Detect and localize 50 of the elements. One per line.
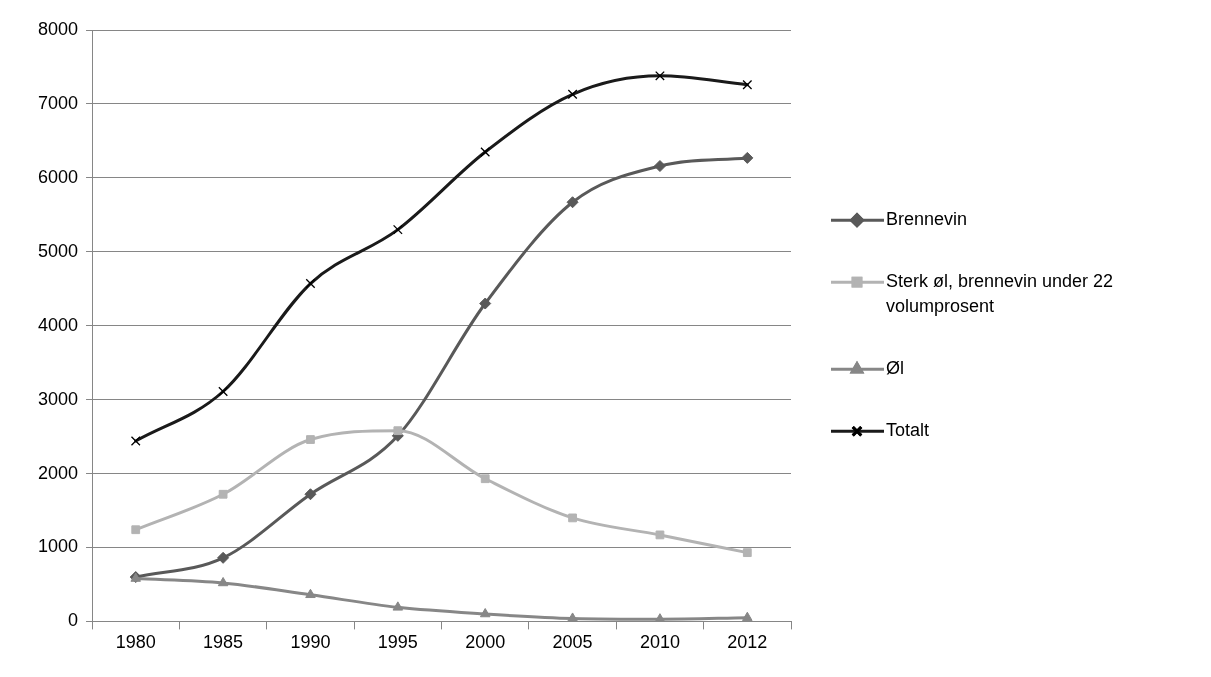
point: [742, 548, 752, 558]
point: [479, 608, 491, 618]
x-tick-label: 1990: [290, 632, 331, 653]
point: [655, 530, 665, 540]
point: [393, 426, 403, 436]
point: [131, 525, 141, 535]
point: [567, 612, 578, 622]
y-tick-label: 2000: [38, 462, 79, 483]
x-tick-label: 1980: [115, 632, 156, 653]
x-tick-label: 1985: [203, 632, 244, 653]
x-tick-label: 2005: [552, 632, 593, 653]
point: [218, 489, 228, 499]
point: [304, 488, 317, 501]
legend-label: Totalt: [886, 420, 930, 441]
y-tick-label: 3000: [38, 388, 79, 409]
point: [479, 297, 492, 310]
point: [305, 278, 316, 289]
point: [480, 147, 491, 157]
point: [742, 79, 753, 90]
point: [568, 513, 577, 523]
legend-label: Øl: [886, 358, 904, 379]
x-tick-label: 2010: [639, 632, 680, 653]
point: [305, 588, 316, 599]
point: [742, 611, 753, 621]
y-tick-label: 1000: [38, 536, 79, 557]
y-tick-label: 6000: [38, 166, 79, 187]
point: [218, 386, 228, 397]
point: [130, 436, 141, 446]
x-tick-label: 2000: [465, 632, 506, 653]
y-tick-label: 4000: [38, 314, 79, 335]
point: [217, 551, 230, 564]
point: [654, 613, 666, 622]
x-tick-label: 2012: [727, 632, 768, 653]
point: [567, 89, 578, 100]
y-tick-label: 0: [68, 610, 79, 631]
y-tick-label: 8000: [38, 18, 79, 39]
x-tick-label: 1995: [377, 632, 418, 653]
point: [480, 474, 490, 484]
point: [741, 151, 754, 164]
point: [306, 435, 315, 444]
point: [392, 224, 403, 235]
legend-label: Sterk øl, brennevin under 22 volumprosent: [886, 271, 1114, 317]
point: [653, 160, 666, 173]
point: [217, 576, 229, 587]
point: [392, 601, 404, 611]
y-tick-label: 7000: [38, 92, 79, 113]
y-tick-label: 5000: [38, 240, 79, 261]
point: [566, 196, 579, 209]
legend-label: Brennevin: [886, 209, 968, 230]
point: [655, 70, 665, 81]
